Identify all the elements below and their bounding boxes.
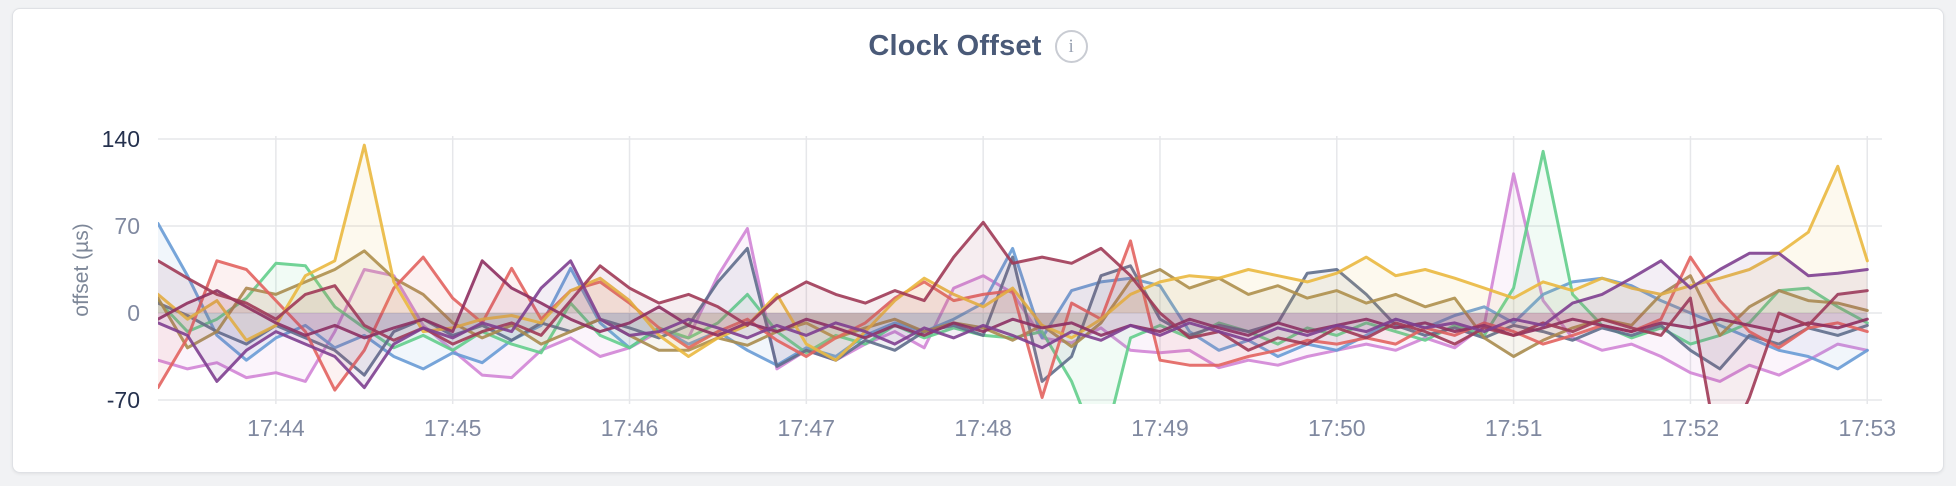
series-line-plum <box>158 251 1869 390</box>
series-area-orchid <box>158 173 1868 382</box>
y-tick-label: 70 <box>114 213 140 239</box>
y-axis-labels: 140 70 0 -70 <box>102 126 140 413</box>
y-tick-label: -70 <box>107 387 140 413</box>
series-line-berry <box>158 259 1869 340</box>
series-area-gold <box>158 145 1868 361</box>
info-icon[interactable]: i <box>1054 30 1088 63</box>
series-area-green <box>158 151 1868 404</box>
y-axis-title: offset (µs) <box>70 223 93 316</box>
x-tick-label: 17:45 <box>424 415 482 441</box>
x-tick-label: 17:51 <box>1485 415 1543 441</box>
series-area-wine <box>158 222 1868 404</box>
series-area-plum <box>158 253 1868 388</box>
x-tick-label: 17:44 <box>247 415 305 441</box>
series-group <box>158 143 1869 404</box>
y-tick-label: 0 <box>127 300 140 326</box>
series-area-slate <box>158 248 1868 382</box>
chart-title: Clock Offset <box>868 30 1042 62</box>
chart-card <box>12 8 1944 473</box>
series-line-salmon <box>158 239 1869 399</box>
series-line-wine <box>158 220 1869 404</box>
series-line-olive <box>158 249 1869 358</box>
x-axis-labels: 17:44 17:45 17:46 17:47 17:48 17:49 17:50 17:51… <box>247 415 1896 441</box>
series-line-green <box>158 149 1869 404</box>
y-tick-label: 140 <box>102 126 140 152</box>
series-area-berry <box>158 260 1868 338</box>
x-tick-label: 17:49 <box>1131 415 1189 441</box>
series-line-gold <box>158 143 1869 362</box>
x-tick-label: 17:46 <box>601 415 659 441</box>
x-tick-label: 17:47 <box>778 415 836 441</box>
x-tick-label: 17:50 <box>1308 415 1366 441</box>
x-tick-label: 17:48 <box>954 415 1012 441</box>
series-line-blue <box>158 222 1869 371</box>
chart-header: Clock Offset i <box>0 30 1956 63</box>
x-tick-label: 17:53 <box>1838 415 1896 441</box>
series-area-salmon <box>158 240 1868 398</box>
x-tick-label: 17:52 <box>1662 415 1720 441</box>
